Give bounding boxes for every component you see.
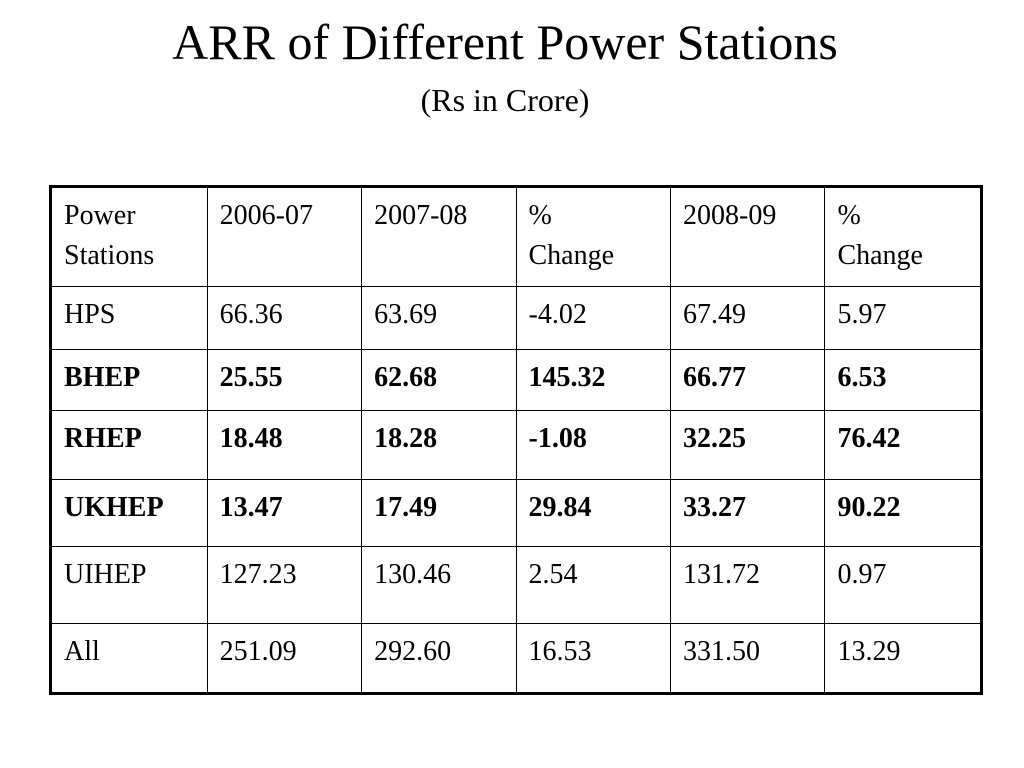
- cell-2008-09: 67.49: [670, 286, 826, 350]
- cell-change-1: 29.84: [515, 479, 672, 547]
- header-power-stations: Power Stations: [50, 186, 208, 287]
- slide-subtitle: (Rs in Crore): [420, 82, 590, 118]
- arr-table: Power Stations 2006-07 2007-08 % Change 20…: [49, 185, 983, 695]
- cell-change-2: 0.97: [824, 546, 982, 624]
- cell-2007-08: 17.49: [361, 479, 517, 547]
- cell-change-2: 76.42: [824, 410, 982, 480]
- cell-2008-09: 33.27: [670, 479, 826, 547]
- header-2008-09: 2008-09: [670, 186, 826, 287]
- cell-station: UIHEP: [50, 546, 208, 624]
- header-text-line: %: [528, 200, 552, 231]
- cell-change-2: 90.22: [824, 479, 982, 547]
- table-row: RHEP 18.48 18.28 -1.08 32.25 76.42: [50, 410, 982, 480]
- cell-change-1: 2.54: [515, 546, 672, 624]
- cell-station: HPS: [50, 286, 208, 350]
- cell-2008-09: 331.50: [670, 623, 826, 694]
- cell-change-1: -4.02: [515, 286, 672, 350]
- table-row: BHEP 25.55 62.68 145.32 66.77 6.53: [50, 349, 982, 411]
- cell-change-2: 13.29: [824, 623, 982, 694]
- slide-title: ARR of Different Power Stations: [172, 14, 838, 70]
- cell-2006-07: 18.48: [206, 410, 363, 480]
- header-change-2: % Change: [824, 186, 982, 287]
- cell-station: RHEP: [50, 410, 208, 480]
- table-header-row: Power Stations 2006-07 2007-08 % Change 20…: [50, 186, 982, 287]
- table-row: UKHEP 13.47 17.49 29.84 33.27 90.22: [50, 479, 982, 547]
- cell-change-1: 16.53: [515, 623, 672, 694]
- header-2006-07: 2006-07: [206, 186, 363, 287]
- cell-2006-07: 25.55: [206, 349, 363, 411]
- header-text-line: Stations: [64, 240, 155, 271]
- header-change-1: % Change: [515, 186, 672, 287]
- cell-2007-08: 63.69: [361, 286, 517, 350]
- cell-2006-07: 251.09: [206, 623, 363, 694]
- table-row: All 251.09 292.60 16.53 331.50 13.29: [50, 623, 982, 694]
- cell-station: All: [50, 623, 208, 694]
- cell-2006-07: 13.47: [206, 479, 363, 547]
- header-text-line: Change: [837, 240, 923, 271]
- cell-change-2: 5.97: [824, 286, 982, 350]
- cell-2007-08: 292.60: [361, 623, 517, 694]
- header-text-line: Change: [528, 240, 615, 271]
- cell-2008-09: 32.25: [670, 410, 826, 480]
- cell-2007-08: 62.68: [361, 349, 517, 411]
- cell-change-2: 6.53: [824, 349, 982, 411]
- cell-2008-09: 66.77: [670, 349, 826, 411]
- cell-change-1: -1.08: [515, 410, 672, 480]
- cell-change-1: 145.32: [515, 349, 672, 411]
- header-text-line: 2007-08: [374, 200, 468, 231]
- cell-station: BHEP: [50, 349, 208, 411]
- header-text-line: 2008-09: [683, 200, 777, 231]
- cell-2007-08: 18.28: [361, 410, 517, 480]
- cell-2007-08: 130.46: [361, 546, 517, 624]
- header-2007-08: 2007-08: [361, 186, 517, 287]
- cell-2006-07: 66.36: [206, 286, 363, 350]
- table-row: UIHEP 127.23 130.46 2.54 131.72 0.97: [50, 546, 982, 624]
- table-row: HPS 66.36 63.69 -4.02 67.49 5.97: [50, 286, 982, 350]
- cell-station: UKHEP: [50, 479, 208, 547]
- cell-2008-09: 131.72: [670, 546, 826, 624]
- cell-2006-07: 127.23: [206, 546, 363, 624]
- header-text-line: Power: [64, 200, 136, 231]
- header-text-line: 2006-07: [219, 200, 313, 231]
- header-text-line: %: [837, 200, 861, 231]
